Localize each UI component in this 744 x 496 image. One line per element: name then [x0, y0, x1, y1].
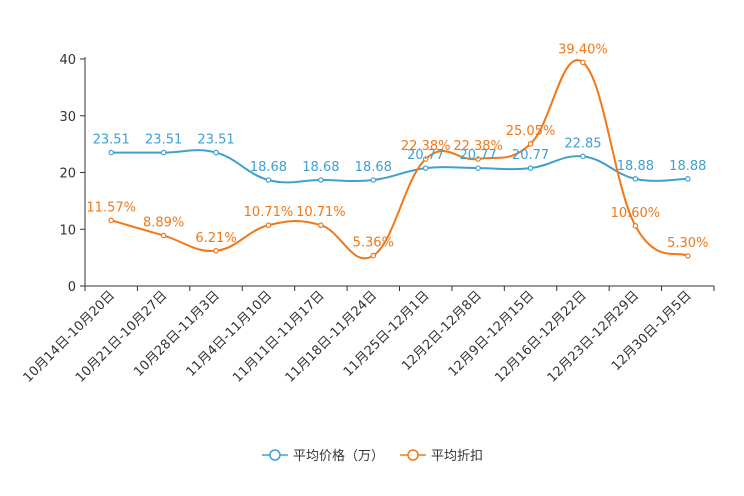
legend-marker-1[interactable]	[269, 449, 281, 461]
series-1-data-label: 18.68	[355, 160, 392, 175]
series-2-point[interactable]	[213, 247, 219, 254]
legend-label-2[interactable]: 平均折扣	[431, 449, 483, 464]
legend-marker-2[interactable]	[407, 449, 419, 461]
series-1-data-label: 20.77	[460, 148, 497, 163]
series-2-point[interactable]	[527, 141, 534, 147]
series-2-point[interactable]	[160, 232, 167, 239]
x-tick-label: 12月16日-12月22日	[492, 288, 589, 385]
series-2-data-label: 11.57%	[86, 200, 136, 215]
series-2-data-label: 10.71%	[244, 205, 294, 220]
series-2-point[interactable]	[684, 253, 691, 259]
series-1-data-label: 18.88	[617, 159, 654, 174]
y-tick-label: 10	[59, 223, 76, 238]
series-2-point[interactable]	[422, 156, 429, 162]
series-1-data-label: 20.77	[407, 148, 444, 163]
series-1-data-label: 18.88	[669, 159, 706, 174]
series-1-point[interactable]	[108, 149, 115, 156]
series-2-point[interactable]	[475, 156, 481, 162]
series-2-data-label: 6.21%	[195, 231, 236, 246]
series-1-point[interactable]	[370, 177, 377, 183]
series-1-point[interactable]	[475, 165, 481, 171]
series-1-data-label: 23.51	[93, 133, 130, 148]
series-2-point[interactable]	[318, 222, 324, 229]
chart-legend: 平均价格（万） 平均折扣	[262, 448, 483, 464]
series-2-point[interactable]	[265, 222, 272, 229]
series-1-point[interactable]	[684, 176, 691, 182]
series-1-point[interactable]	[527, 165, 534, 171]
series-1-data-label: 23.51	[145, 133, 182, 148]
series-2-data-label: 10.60%	[611, 206, 661, 221]
series-2-data-label: 5.36%	[353, 236, 394, 251]
series-1-point[interactable]	[318, 177, 324, 183]
y-tick-label: 40	[59, 53, 76, 68]
x-tick-label: 10月21日-10月27日	[73, 288, 170, 385]
series-1-point[interactable]	[580, 153, 586, 160]
x-tick-label: 11月18日-11月24日	[283, 288, 380, 385]
series-1-point[interactable]	[213, 149, 219, 156]
series-1-data-label: 22.85	[564, 136, 601, 151]
y-tick-label: 20	[59, 167, 76, 182]
series-2-data-label: 8.89%	[143, 216, 184, 231]
series-2-data-label: 22.38%	[453, 139, 503, 154]
y-tick-label: 30	[59, 110, 76, 125]
x-tick-label: 12月23日-12月29日	[545, 288, 642, 385]
series-1-data-label: 18.68	[302, 160, 339, 175]
series-2-point[interactable]	[580, 59, 586, 66]
series-1-data-label: 23.51	[197, 133, 234, 148]
x-tick-label: 11月11日-11月17日	[230, 288, 327, 385]
series-2-point[interactable]	[108, 217, 115, 224]
series-2-data-label: 10.71%	[296, 205, 346, 220]
y-tick-label: 0	[68, 280, 76, 295]
series-2-point[interactable]	[370, 252, 377, 259]
series-2-data-label: 22.38%	[401, 139, 451, 154]
series-1-data-label: 18.68	[250, 160, 287, 175]
series-layer	[108, 59, 691, 260]
series-2-data-label: 39.40%	[558, 42, 608, 57]
series-line-1	[111, 149, 688, 184]
series-2-data-label: 5.30%	[667, 236, 708, 251]
series-1-point[interactable]	[265, 177, 272, 183]
data-labels-layer: 23.51 23.51 23.51 18.68 18.68 18.68 20.77 20.77…	[86, 42, 708, 251]
series-1-point[interactable]	[632, 176, 639, 182]
series-1-data-label: 20.77	[512, 148, 549, 163]
series-1-point[interactable]	[160, 149, 167, 156]
x-tick-label: 10月14日-10月20日	[21, 288, 118, 385]
series-2-point[interactable]	[632, 223, 639, 229]
series-2-data-label: 25.05%	[506, 124, 556, 139]
legend-label-1[interactable]: 平均价格（万）	[293, 448, 384, 464]
series-1-point[interactable]	[422, 165, 429, 171]
series-line-2	[110, 59, 689, 260]
